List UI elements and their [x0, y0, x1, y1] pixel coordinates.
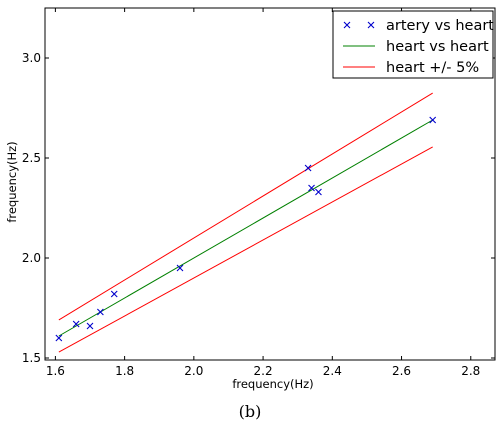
x-tick-label-6: 2.6: [392, 364, 411, 378]
series-artery-vs-heart-point-7: [304, 164, 312, 172]
series-heart-5--line-1: [58, 92, 433, 321]
legend-heart-5--label: heart +/- 5%: [386, 60, 479, 76]
x-tick-label-3: 2.0: [184, 364, 203, 378]
y-tick-label-2: 2.0: [22, 251, 41, 265]
series-artery-vs-heart-point-3: [86, 322, 94, 330]
series-artery-vs-heart-point-2: [72, 320, 80, 328]
legend-heart-vs-heart-label: heart vs heart: [386, 39, 489, 55]
series-artery-vs-heart-point-9: [315, 188, 322, 196]
axes-frame: [44, 7, 496, 361]
y-tick-label-4: 3.0: [22, 51, 41, 65]
series-artery-vs-heart-point-1: [55, 334, 63, 342]
legend-artery-vs-heart-label: artery vs heart: [386, 18, 494, 34]
series-heart-5--line-2: [58, 146, 433, 353]
plot-area-group: [55, 92, 437, 353]
x-tick-label-5: 2.4: [323, 364, 342, 378]
series-artery-vs-heart-point-5: [110, 290, 118, 298]
axes-group: 1.6 1.8 2.0 2.2 2.4 2.6 2.8 1.5 2.0 2.5 3.0: [22, 7, 496, 378]
x-tick-label-4: 2.2: [254, 364, 273, 378]
figure-caption: (b): [239, 402, 262, 421]
series-artery-vs-heart-point-10: [429, 116, 437, 124]
x-axis-label: frequency(Hz): [232, 377, 313, 391]
y-axis-label: frequency(Hz): [5, 141, 19, 222]
series-artery-vs-heart-point-6: [176, 264, 184, 272]
series-heart-vs-heart-line-1: [58, 119, 433, 337]
series-artery-vs-heart-point-4: [96, 308, 104, 316]
legend-artery-vs-heart-marker-1: [343, 21, 351, 29]
legend-group: artery vs heart heart vs heart heart +/- 5…: [332, 10, 494, 79]
y-tick-label-1: 1.5: [22, 351, 41, 365]
plot-series-group: [55, 92, 437, 353]
x-tick-label-2: 1.8: [115, 364, 134, 378]
y-tick-label-3: 2.5: [22, 151, 41, 165]
legend-artery-vs-heart-marker-2: [367, 21, 375, 29]
x-tick-label-7: 2.8: [461, 364, 480, 378]
x-tick-label-1: 1.6: [46, 364, 65, 378]
series-artery-vs-heart-point-8: [308, 184, 315, 192]
